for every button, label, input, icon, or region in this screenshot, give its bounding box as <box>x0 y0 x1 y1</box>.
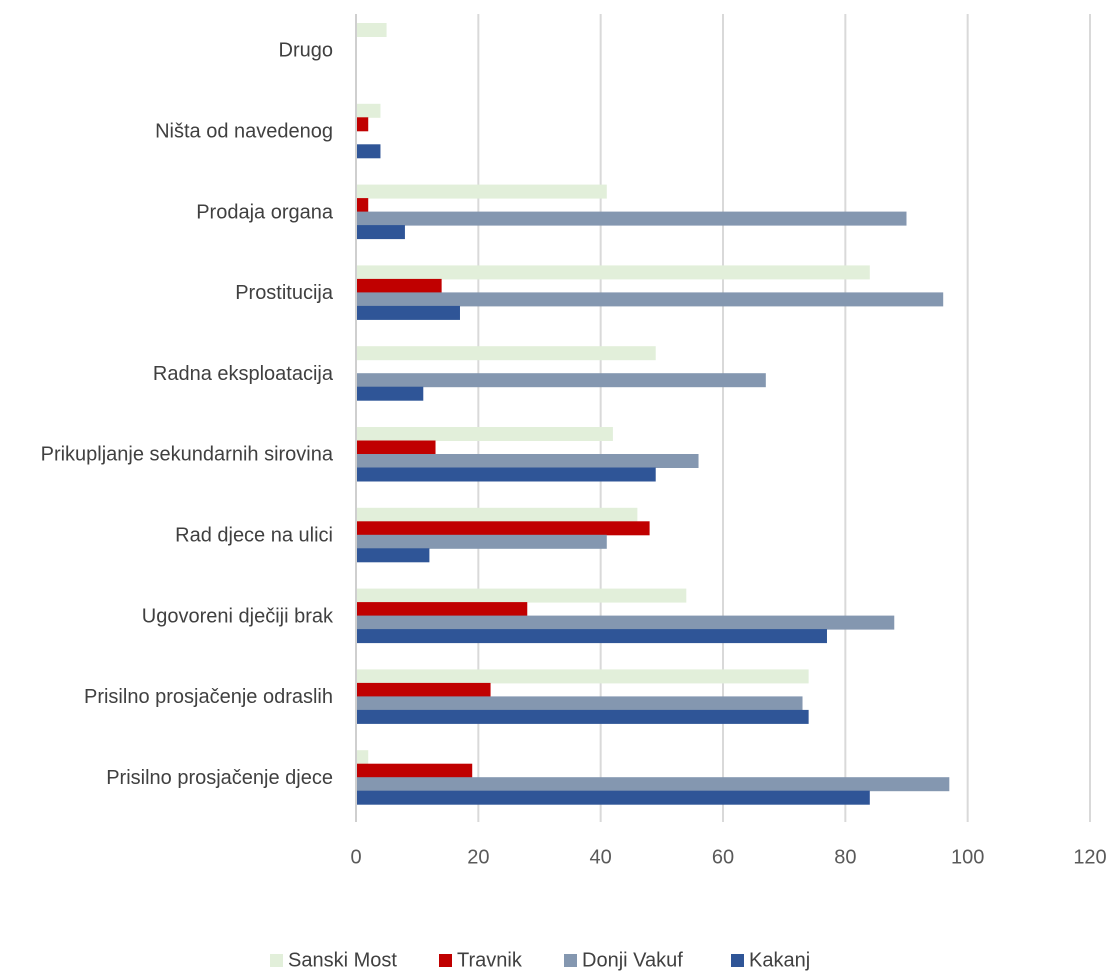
bar-donji-vakuf-prisilno-prosjacenje-djece <box>357 777 950 792</box>
category-labels: Drugo Ništa od navedenog Prodaja organa Pro… <box>41 40 334 789</box>
legend-label-sanski-most: Sanski Most <box>288 949 397 971</box>
bar-sanski-most-prisilno-prosjacenje-djece <box>357 750 369 765</box>
bar-kakanj-rad-djece-na-ulici <box>357 548 430 563</box>
legend-swatch-kakanj <box>731 954 744 967</box>
bar-kakanj-prisilno-prosjacenje-djece <box>357 790 870 805</box>
bar-donji-vakuf-ugovoreni-djeciji-brak <box>357 615 895 630</box>
category-label: Prikupljanje sekundarnih sirovina <box>41 444 334 466</box>
category-label: Prodaja organa <box>196 201 334 223</box>
bar-travnik-ugovoreni-djeciji-brak <box>357 602 528 617</box>
category-label: Drugo <box>279 40 333 62</box>
bar-kakanj-radna-eksploatacija <box>357 386 424 401</box>
bar-travnik-prodaja-organa <box>357 198 369 213</box>
category-label: Ugovoreni dječiji brak <box>142 605 334 627</box>
bar-kakanj-nista-od-navedenog <box>357 144 381 159</box>
bar-sanski-most-prostitucija <box>357 265 870 280</box>
legend-swatch-donji-vakuf <box>564 954 577 967</box>
bar-sanski-most-drugo <box>357 23 387 37</box>
bar-sanski-most-nista-od-navedenog <box>357 103 381 118</box>
bar-donji-vakuf-radna-eksploatacija <box>357 373 766 388</box>
legend-label-donji-vakuf: Donji Vakuf <box>582 949 683 971</box>
x-tick-label: 0 <box>350 846 361 868</box>
bar-donji-vakuf-rad-djece-na-ulici <box>357 534 607 549</box>
gridlines <box>355 14 1091 822</box>
bar-kakanj-prodaja-organa <box>357 225 405 240</box>
bar-travnik-prisilno-prosjacenje-djece <box>357 763 473 778</box>
bar-sanski-most-prikupljanje-sekundarnih-sirovina <box>357 427 613 441</box>
category-label: Ništa od navedenog <box>155 120 333 142</box>
category-label: Rad djece na ulici <box>175 524 333 546</box>
bar-travnik-prikupljanje-sekundarnih-sirovina <box>357 440 436 455</box>
bar-donji-vakuf-prisilno-prosjacenje-odraslih <box>357 696 803 711</box>
bar-sanski-most-prodaja-organa <box>357 184 607 199</box>
x-tick-label: 80 <box>834 846 856 868</box>
legend-swatch-sanski-most <box>270 954 283 967</box>
x-tick-label: 60 <box>712 846 734 868</box>
category-label: Prostitucija <box>235 282 334 304</box>
bar-sanski-most-radna-eksploatacija <box>357 346 656 361</box>
category-label: Radna eksploatacija <box>153 363 334 385</box>
bar-sanski-most-rad-djece-na-ulici <box>357 507 638 522</box>
bar-sanski-most-prisilno-prosjacenje-odraslih <box>357 669 809 684</box>
category-label: Prisilno prosjačenje djece <box>106 767 333 789</box>
legend-swatch-travnik <box>439 954 452 967</box>
bar-donji-vakuf-prodaja-organa <box>357 211 907 226</box>
bar-donji-vakuf-prostitucija <box>357 292 944 307</box>
bar-kakanj-ugovoreni-djeciji-brak <box>357 629 827 644</box>
bar-kakanj-prostitucija <box>357 305 460 320</box>
bar-travnik-nista-od-navedenog <box>357 117 369 132</box>
bar-donji-vakuf-prikupljanje-sekundarnih-sirovina <box>357 454 699 468</box>
bar-travnik-prisilno-prosjacenje-odraslih <box>357 682 491 697</box>
bar-kakanj-prikupljanje-sekundarnih-sirovina <box>357 467 656 482</box>
x-tick-labels: 0 20 40 60 80 100 120 <box>350 846 1106 868</box>
x-tick-label: 40 <box>590 846 612 868</box>
category-label: Prisilno prosjačenje odraslih <box>84 686 333 708</box>
bar-travnik-prostitucija <box>357 278 442 293</box>
x-tick-label: 100 <box>951 846 984 868</box>
bars <box>357 23 950 805</box>
bar-travnik-rad-djece-na-ulici <box>357 521 650 536</box>
x-tick-label: 120 <box>1073 846 1106 868</box>
x-tick-label: 20 <box>467 846 489 868</box>
legend-label-travnik: Travnik <box>457 949 523 971</box>
legend: Sanski Most Travnik Donji Vakuf Kakanj <box>270 949 810 971</box>
bar-kakanj-prisilno-prosjacenje-odraslih <box>357 709 809 724</box>
legend-label-kakanj: Kakanj <box>749 949 810 971</box>
bar-sanski-most-ugovoreni-djeciji-brak <box>357 588 687 603</box>
